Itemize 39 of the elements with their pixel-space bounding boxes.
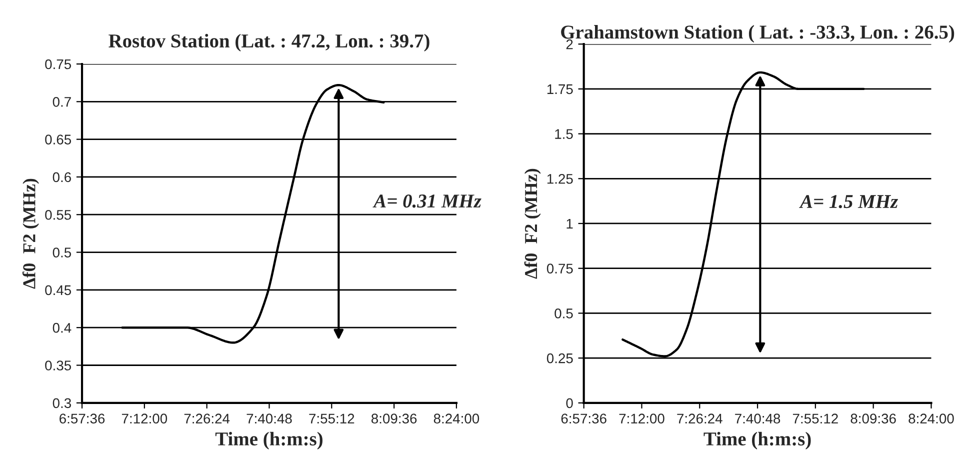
y-tick-label: 0.75 — [45, 59, 72, 70]
x-tick-label: 7:40:48 — [735, 414, 780, 424]
chart-title: Rostov Station (Lat. : 47.2, Lon. : 39.7) — [108, 34, 430, 52]
x-axis-title: Time (h:m:s) — [704, 432, 811, 450]
y-tick-label: 0.55 — [45, 210, 72, 220]
x-tick-label: 6:57:36 — [561, 414, 606, 424]
annotation: A= 0.31 MHz — [372, 194, 482, 208]
x-tick-label: 7:55:12 — [309, 414, 354, 424]
y-axis-title: ∆f0 F2 (MHz) — [22, 178, 40, 289]
x-tick-label: 6:57:36 — [60, 414, 105, 424]
y-tick-label: 0.7 — [52, 96, 71, 107]
y-tick-label: 0.5 — [52, 248, 72, 258]
y-axis-title: ∆f0 F2 (MHz) — [524, 168, 541, 279]
annotation: A= 1.5 MHz — [799, 195, 898, 208]
y-tick-label: 0.65 — [45, 134, 72, 144]
y-tick-label: 0 — [566, 398, 573, 408]
x-tick-label: 7:12:00 — [619, 414, 664, 424]
y-tick-label: 0.75 — [546, 264, 573, 274]
y-tick-label: 1 — [566, 218, 573, 229]
y-tick-label: 1.25 — [547, 174, 573, 184]
x-tick-label: 8:09:36 — [850, 414, 896, 424]
y-tick-label: 0.5 — [554, 308, 573, 318]
x-tick-label: 7:55:12 — [792, 414, 838, 424]
x-tick-label: 7:40:48 — [246, 414, 292, 424]
x-axis-title: Time (h:m:s) — [215, 432, 322, 450]
y-tick-label: 0.25 — [546, 353, 573, 364]
x-tick-label: 8:24:00 — [908, 414, 954, 424]
y-tick-label: 0.4 — [52, 322, 72, 333]
x-tick-label: 8:09:36 — [371, 414, 417, 424]
y-tick-label: 1.75 — [547, 84, 573, 94]
y-tick-label: 0.35 — [45, 360, 72, 370]
x-tick-label: 7:26:24 — [184, 414, 230, 424]
x-tick-label: 8:24:00 — [434, 414, 480, 424]
y-tick-label: 1.5 — [555, 129, 573, 139]
x-tick-label: 7:26:24 — [677, 414, 722, 424]
x-tick-label: 7:12:00 — [122, 414, 168, 424]
y-tick-label: 0.45 — [45, 285, 72, 296]
y-tick-label: 0.6 — [52, 172, 71, 182]
y-tick-label: 0.3 — [52, 398, 71, 408]
